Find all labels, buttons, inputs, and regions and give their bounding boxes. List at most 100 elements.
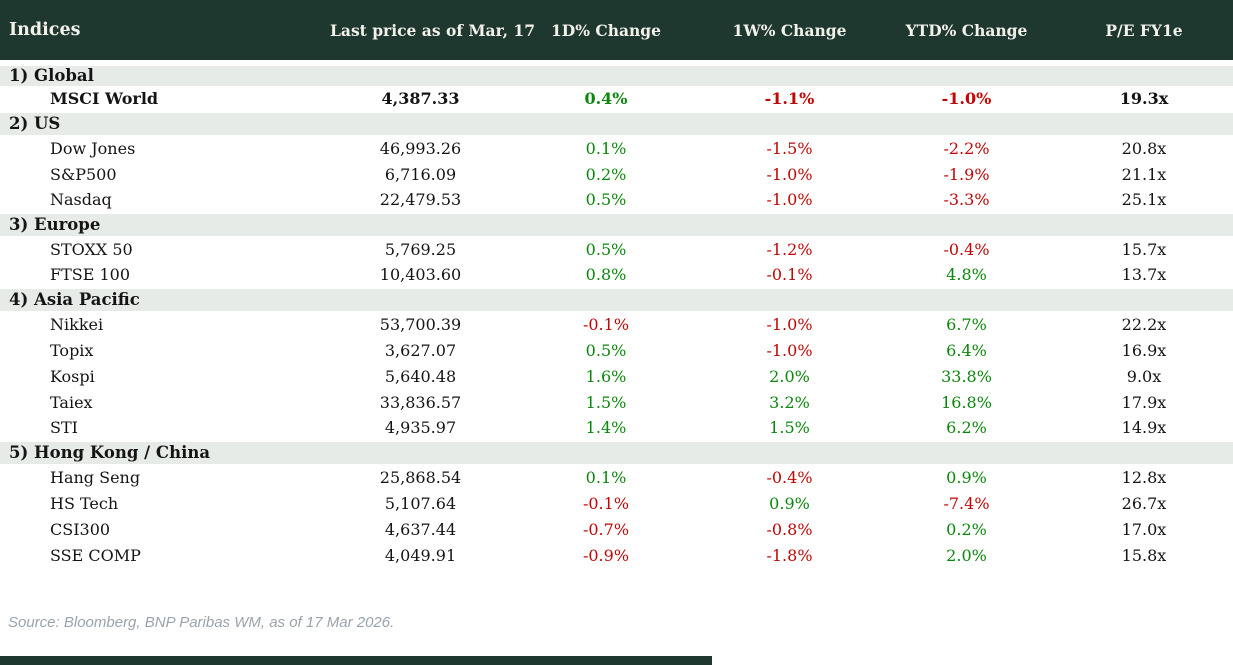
change-1w-cell: -1.8% bbox=[766, 545, 813, 565]
change-ytd-cell: 16.8% bbox=[941, 392, 992, 412]
pe-cell: 17.9x bbox=[1121, 392, 1167, 412]
change-1d-cell: 0.2% bbox=[585, 164, 627, 184]
column-header-pe-fy1e: P/E FY1e bbox=[1055, 0, 1233, 66]
index-row: STI 4,935.97 1.4% 1.5% 6.2% 14.9x bbox=[0, 415, 1233, 441]
last-price-cell: 5,769.25 bbox=[384, 239, 457, 259]
section-label: 1) Global bbox=[0, 62, 1233, 87]
change-ytd-cell: 0.9% bbox=[946, 467, 987, 487]
last-price-cell: 4,049.91 bbox=[384, 545, 457, 565]
change-1w-cell: -0.1% bbox=[766, 265, 813, 284]
pe-cell: 26.7x bbox=[1121, 493, 1167, 513]
change-1d-cell: 0.1% bbox=[585, 467, 627, 487]
change-ytd-cell: 33.8% bbox=[941, 366, 992, 386]
change-1d-cell: 1.5% bbox=[585, 392, 627, 412]
change-1w-cell: -0.8% bbox=[766, 519, 813, 539]
section-header-row: 3) Europe bbox=[0, 212, 1233, 237]
index-name-cell: MSCI World bbox=[50, 89, 159, 109]
change-1d-cell: 1.4% bbox=[585, 418, 627, 437]
index-name-cell: STOXX 50 bbox=[50, 239, 133, 259]
pe-cell: 16.9x bbox=[1121, 340, 1167, 360]
pe-cell: 14.9x bbox=[1121, 418, 1167, 437]
change-ytd-cell: -3.3% bbox=[943, 190, 990, 209]
last-price-cell: 4,387.33 bbox=[381, 89, 460, 109]
index-row: FTSE 100 10,403.60 0.8% -0.1% 4.8% 13.7x bbox=[0, 262, 1233, 288]
pe-cell: 13.7x bbox=[1121, 265, 1167, 284]
change-1d-cell: -0.1% bbox=[582, 314, 630, 334]
change-1w-cell: -1.1% bbox=[764, 89, 815, 109]
column-header-last-price: Last price as of Mar, 17 bbox=[330, 0, 535, 66]
change-1w-cell: -1.2% bbox=[766, 239, 813, 259]
index-name-cell: HS Tech bbox=[50, 493, 119, 513]
section-header-row: 2) US bbox=[0, 111, 1233, 136]
change-1w-cell: -1.0% bbox=[766, 314, 813, 334]
pe-cell: 21.1x bbox=[1121, 164, 1167, 184]
last-price-cell: 5,107.64 bbox=[384, 493, 457, 513]
section-label: 5) Hong Kong / China bbox=[0, 440, 1233, 465]
index-name-cell: SSE COMP bbox=[50, 545, 141, 565]
section-header-row: 4) Asia Pacific bbox=[0, 287, 1233, 312]
change-ytd-cell: 4.8% bbox=[946, 265, 987, 284]
change-ytd-cell: -1.0% bbox=[941, 89, 992, 109]
change-1w-cell: -0.4% bbox=[766, 467, 813, 487]
change-1d-cell: -0.7% bbox=[582, 519, 630, 539]
last-price-cell: 4,935.97 bbox=[384, 418, 457, 437]
section-header-row: 1) Global bbox=[0, 62, 1233, 87]
section-label: 3) Europe bbox=[0, 212, 1233, 237]
index-row: MSCI World 4,387.33 0.4% -1.1% -1.0% 19.3x bbox=[0, 86, 1233, 112]
change-ytd-cell: -0.4% bbox=[943, 239, 990, 259]
change-1w-cell: 3.2% bbox=[769, 392, 810, 412]
change-1w-cell: -1.0% bbox=[766, 340, 813, 360]
change-1d-cell: -0.9% bbox=[582, 545, 630, 565]
last-price-cell: 33,836.57 bbox=[379, 392, 462, 412]
change-ytd-cell: 0.2% bbox=[946, 519, 987, 539]
column-header-1d-change: 1D% Change bbox=[511, 0, 701, 66]
pe-cell: 25.1x bbox=[1121, 190, 1167, 209]
index-row: Topix 3,627.07 0.5% -1.0% 6.4% 16.9x bbox=[0, 337, 1233, 363]
change-1w-cell: -1.5% bbox=[766, 138, 813, 158]
change-ytd-cell: -1.9% bbox=[943, 164, 990, 184]
change-ytd-cell: -7.4% bbox=[943, 493, 990, 513]
change-ytd-cell: 6.4% bbox=[946, 340, 987, 360]
index-name-cell: Nikkei bbox=[50, 314, 104, 334]
pe-cell: 15.8x bbox=[1121, 545, 1167, 565]
index-row: S&P500 6,716.09 0.2% -1.0% -1.9% 21.1x bbox=[0, 161, 1233, 187]
change-1d-cell: -0.1% bbox=[582, 493, 630, 513]
section-header-row: 5) Hong Kong / China bbox=[0, 440, 1233, 465]
bottom-accent-bar bbox=[0, 656, 712, 665]
indices-table: Indices Last price as of Mar, 17 1D% Cha… bbox=[0, 0, 1233, 568]
indices-table-body: 1) Global MSCI World 4,387.33 0.4% -1.1% -1.0… bbox=[0, 62, 1233, 568]
index-name-cell: Nasdaq bbox=[50, 190, 112, 209]
change-1w-cell: 2.0% bbox=[769, 366, 810, 386]
change-1d-cell: 0.5% bbox=[585, 340, 627, 360]
index-name-cell: Kospi bbox=[50, 366, 95, 386]
last-price-cell: 46,993.26 bbox=[379, 138, 462, 158]
index-row: Dow Jones 46,993.26 0.1% -1.5% -2.2% 20.8x bbox=[0, 135, 1233, 161]
last-price-cell: 6,716.09 bbox=[384, 164, 457, 184]
change-1d-cell: 0.4% bbox=[584, 89, 628, 109]
column-header-1w-change: 1W% Change bbox=[701, 0, 878, 66]
change-1w-cell: 0.9% bbox=[769, 493, 810, 513]
source-note: Source: Bloomberg, BNP Paribas WM, as of… bbox=[8, 614, 395, 631]
change-ytd-cell: 2.0% bbox=[946, 545, 987, 565]
index-name-cell: FTSE 100 bbox=[50, 265, 131, 284]
change-1d-cell: 0.5% bbox=[585, 239, 627, 259]
change-1w-cell: -1.0% bbox=[766, 190, 813, 209]
change-1w-cell: 1.5% bbox=[769, 418, 810, 437]
last-price-cell: 53,700.39 bbox=[379, 314, 462, 334]
change-1d-cell: 1.6% bbox=[585, 366, 627, 386]
pe-cell: 17.0x bbox=[1121, 519, 1167, 539]
index-row: Taiex 33,836.57 1.5% 3.2% 16.8% 17.9x bbox=[0, 389, 1233, 415]
index-row: CSI300 4,637.44 -0.7% -0.8% 0.2% 17.0x bbox=[0, 516, 1233, 542]
column-header-indices: Indices bbox=[0, 0, 330, 66]
index-name-cell: S&P500 bbox=[50, 164, 117, 184]
last-price-cell: 22,479.53 bbox=[379, 190, 462, 209]
last-price-cell: 10,403.60 bbox=[379, 265, 462, 284]
pe-cell: 22.2x bbox=[1121, 314, 1167, 334]
change-ytd-cell: -2.2% bbox=[943, 138, 990, 158]
change-1d-cell: 0.5% bbox=[585, 190, 627, 209]
index-name-cell: CSI300 bbox=[50, 519, 111, 539]
index-row: Nasdaq 22,479.53 0.5% -1.0% -3.3% 25.1x bbox=[0, 187, 1233, 213]
index-row: Nikkei 53,700.39 -0.1% -1.0% 6.7% 22.2x bbox=[0, 311, 1233, 337]
last-price-cell: 5,640.48 bbox=[384, 366, 457, 386]
table-header: Indices Last price as of Mar, 17 1D% Cha… bbox=[0, 0, 1233, 66]
